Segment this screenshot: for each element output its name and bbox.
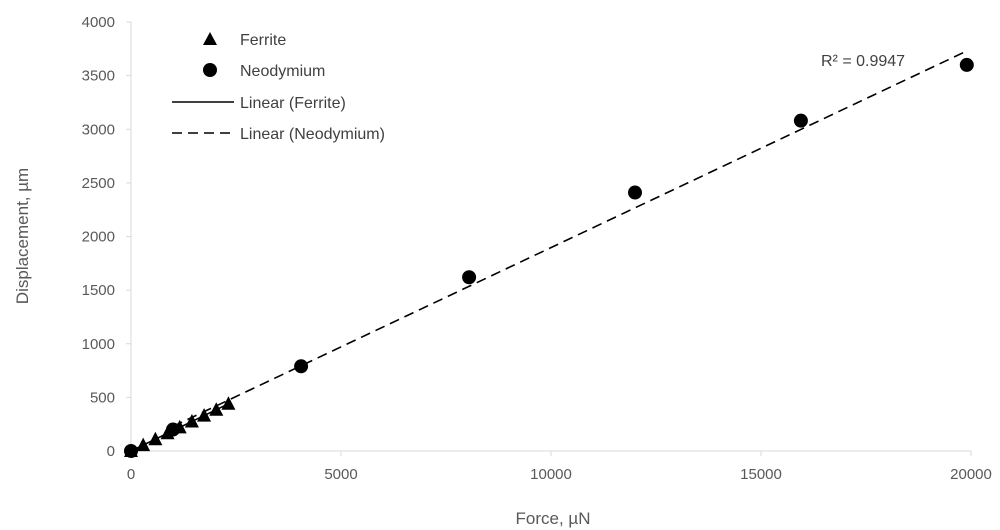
x-tick-label: 10000 <box>530 466 572 483</box>
y-tick-label: 4000 <box>82 14 115 31</box>
neodymium-point <box>462 270 477 285</box>
neodymium-point <box>166 422 180 437</box>
y-tick-label: 1500 <box>82 282 115 299</box>
y-tick-label: 2000 <box>82 229 115 246</box>
neodymium-point <box>294 359 309 374</box>
neodymium-point <box>628 185 642 200</box>
data-markers <box>124 57 974 458</box>
axes: 0 5000 10000 15000 20000 0 500 1000 1500 2000 2500… <box>82 14 992 483</box>
neodymium-point <box>959 57 974 72</box>
legend: Ferrite Neodymium Linear (Ferrite) Linea… <box>172 32 385 143</box>
x-tick-label: 5000 <box>324 466 357 483</box>
legend-neodymium-marker <box>203 63 217 77</box>
ferrite-point <box>209 402 224 416</box>
ferrite-point <box>184 414 199 428</box>
ferrite-point <box>221 396 236 410</box>
y-tick-label: 1000 <box>82 336 115 353</box>
legend-linear-ferrite-label: Linear (Ferrite) <box>240 95 346 112</box>
x-tick-label: 20000 <box>950 466 992 483</box>
legend-neodymium-label: Neodymium <box>240 63 325 80</box>
y-tick-label: 3500 <box>82 68 115 85</box>
x-axis-title: Force, µN <box>516 509 591 528</box>
ferrite-point <box>197 408 212 422</box>
ferrite-point <box>136 437 151 452</box>
x-tick-label: 15000 <box>740 466 782 483</box>
ferrite-point <box>148 431 163 446</box>
legend-ferrite-marker <box>203 32 217 45</box>
neodymium-point <box>793 113 808 128</box>
r-squared-annotation: R² = 0.9947 <box>821 53 905 70</box>
y-tick-label: 2500 <box>82 175 115 192</box>
y-tick-label: 500 <box>90 389 115 406</box>
neodymium-point <box>124 444 138 458</box>
x-tick-label: 0 <box>127 466 135 483</box>
legend-ferrite-label: Ferrite <box>240 32 286 49</box>
y-tick-label: 3000 <box>82 121 115 138</box>
legend-linear-neodymium-label: Linear (Neodymium) <box>240 126 385 143</box>
y-axis-title: Displacement, µm <box>13 168 32 304</box>
y-tick-label: 0 <box>107 443 115 460</box>
